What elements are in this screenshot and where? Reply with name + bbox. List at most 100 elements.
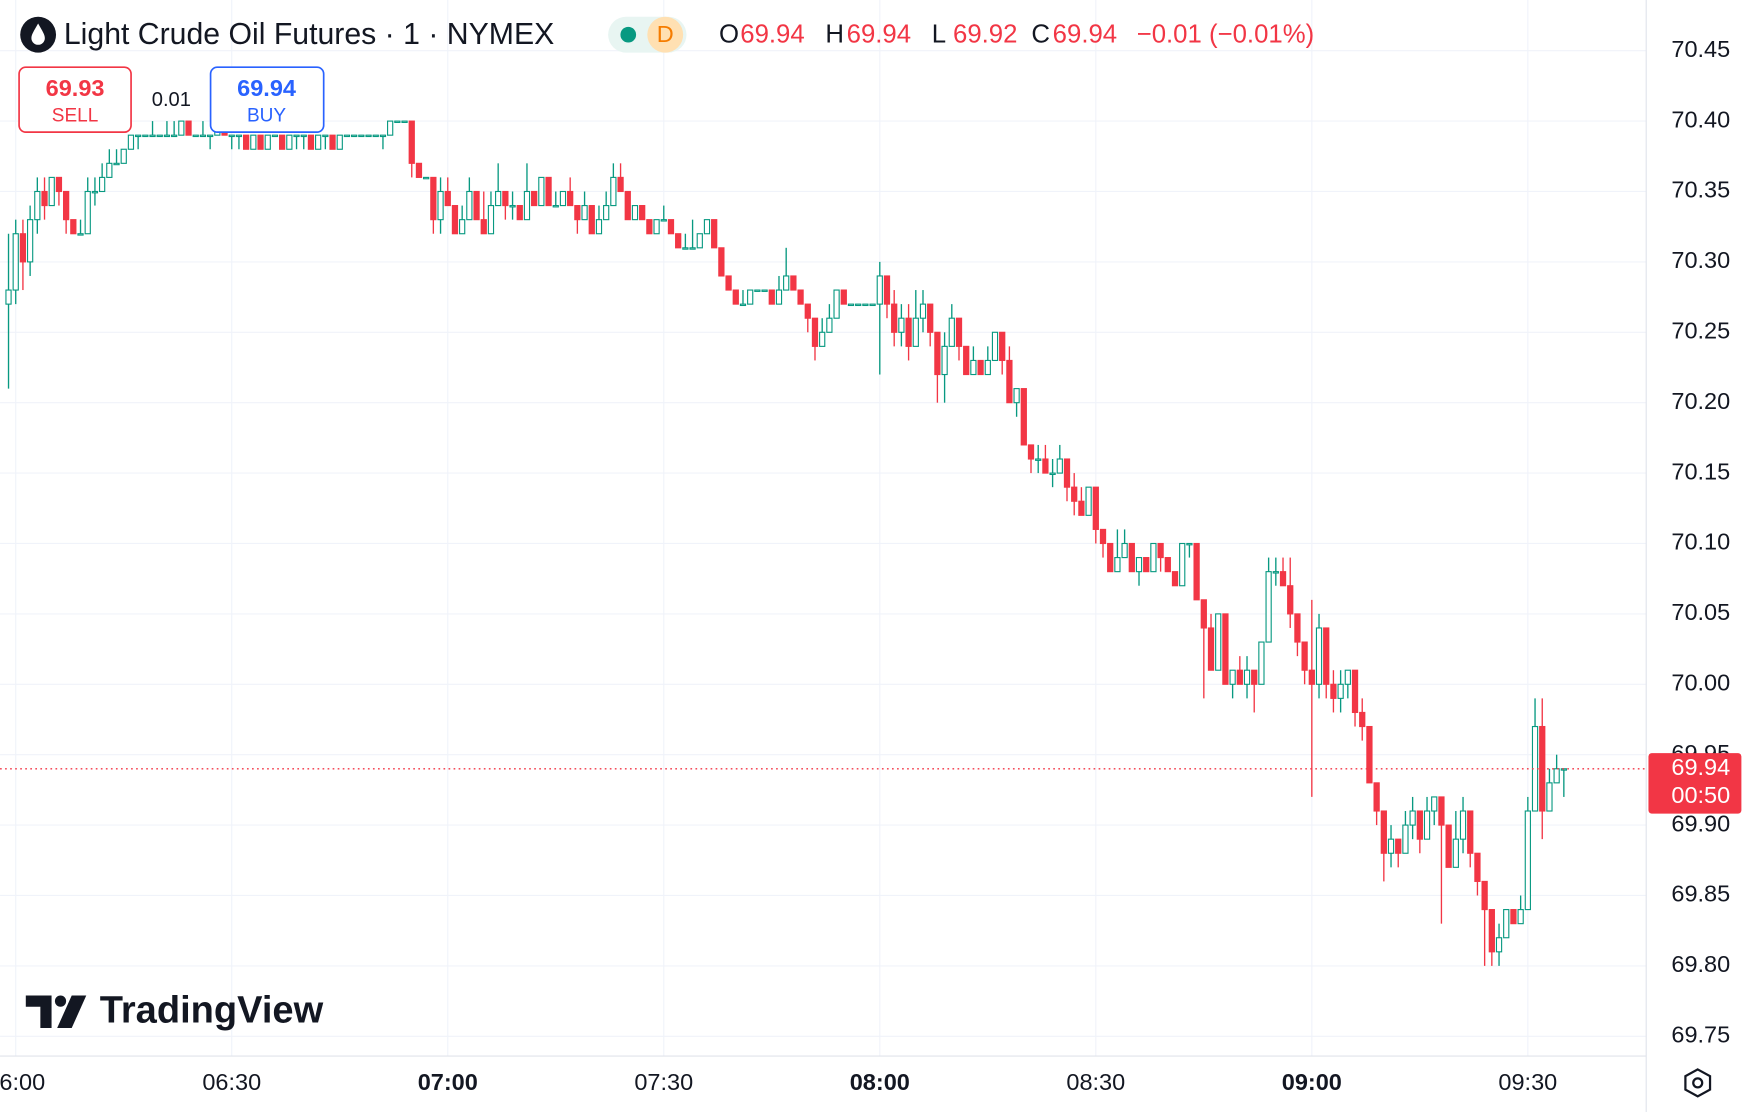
candle-body	[113, 162, 120, 166]
candle-body	[1099, 528, 1107, 545]
candle-body	[646, 219, 653, 235]
candle-body	[401, 120, 408, 123]
candle-body	[495, 190, 502, 207]
candle-body	[1143, 557, 1150, 573]
candle-body	[1366, 725, 1373, 784]
x-tick-label: 07:30	[634, 1069, 693, 1095]
ohlc-key: L	[932, 21, 946, 49]
candle-body	[351, 134, 358, 138]
candle-body	[394, 120, 401, 123]
y-tick-label: 70.45	[1671, 36, 1730, 62]
candle-body	[919, 303, 927, 319]
candle-body	[329, 134, 336, 150]
candle-body	[171, 134, 178, 138]
buy-button[interactable]	[209, 66, 325, 133]
candle-body	[840, 289, 847, 305]
x-tick-label: 09:30	[1498, 1069, 1557, 1095]
x-tick-label: 06:30	[202, 1069, 261, 1095]
candle-body	[984, 359, 991, 376]
brand-logo	[25, 995, 87, 1029]
candle-body	[538, 176, 545, 207]
candle-body	[1481, 880, 1488, 911]
candle-body	[1495, 937, 1503, 953]
candle-body	[689, 247, 696, 250]
candle-body	[41, 190, 48, 207]
candle-body	[1056, 458, 1063, 474]
buy-price[interactable]: 69.94	[237, 75, 296, 101]
ohlc-key: O	[719, 21, 739, 49]
candle-body	[1150, 542, 1157, 573]
settings-icon[interactable]	[1684, 1068, 1712, 1098]
buy-label[interactable]: BUY	[247, 105, 286, 126]
candle-body	[26, 219, 34, 263]
y-tick-label: 70.30	[1671, 247, 1730, 273]
candle-body	[1071, 486, 1078, 502]
candle-body	[343, 134, 351, 138]
candle-body	[1164, 557, 1171, 573]
candle-body	[1229, 669, 1236, 685]
candle-body	[1128, 542, 1135, 573]
candle-body	[1524, 810, 1531, 911]
candle-body	[963, 345, 970, 376]
candle-body	[142, 134, 149, 138]
candle-body	[797, 289, 804, 305]
candle-body	[876, 275, 883, 305]
candle-body	[1200, 599, 1207, 629]
candle-body	[667, 219, 675, 235]
candle-body	[1359, 711, 1366, 728]
droplet-icon	[31, 23, 45, 45]
candle-body	[1387, 838, 1395, 854]
candle-body	[84, 190, 91, 235]
candle-body	[1488, 909, 1495, 953]
candle-body	[1049, 472, 1056, 475]
candle-body	[509, 205, 516, 208]
sell-price[interactable]: 69.93	[46, 75, 105, 101]
candle-body	[610, 176, 617, 207]
candle-body	[1503, 909, 1510, 939]
x-tick-label: 08:00	[850, 1069, 910, 1095]
candle-body	[156, 134, 163, 138]
candles	[0, 120, 1647, 966]
spread: 0.01	[152, 89, 191, 111]
candle-body	[1294, 613, 1301, 643]
candle-body	[1395, 838, 1402, 854]
candle-body	[207, 134, 214, 138]
candle-body	[502, 190, 509, 207]
candle-body	[934, 331, 941, 376]
candle-body	[1251, 669, 1258, 685]
candle-body	[1193, 542, 1200, 601]
candle-body	[408, 120, 415, 164]
candle-body	[977, 359, 984, 376]
candle-body	[631, 205, 639, 221]
candle-body	[1287, 585, 1294, 615]
candle-body	[1078, 500, 1085, 516]
candle-body	[855, 303, 862, 307]
candle-body	[1337, 683, 1344, 699]
candle-body	[1006, 359, 1013, 404]
candle-body	[811, 317, 819, 347]
candle-body	[293, 134, 300, 138]
candle-body	[1323, 627, 1330, 685]
candle-body	[1402, 824, 1409, 854]
y-tick-label: 70.10	[1671, 529, 1730, 555]
candle-body	[1467, 810, 1474, 854]
candle-body	[185, 120, 192, 136]
y-tick-label: 69.90	[1671, 810, 1730, 836]
candle-body	[941, 345, 948, 376]
sell-button[interactable]	[18, 66, 132, 133]
settings-icon-center[interactable]	[1692, 1077, 1704, 1089]
sell-label[interactable]: SELL	[52, 105, 99, 126]
candle-body	[1042, 458, 1049, 474]
candle-body	[1351, 669, 1359, 714]
candle-body	[1308, 669, 1315, 685]
candle-body	[1179, 542, 1186, 587]
ohlc-value: 69.94	[847, 21, 911, 49]
candle-body	[1222, 613, 1229, 685]
logo-mark	[25, 995, 52, 1029]
candle-body	[372, 134, 379, 138]
candle-body	[682, 247, 689, 250]
candle-body	[1546, 782, 1553, 812]
x-tick-label: 08:30	[1066, 1069, 1125, 1095]
candle-body	[898, 317, 905, 333]
candle-body	[768, 289, 775, 305]
